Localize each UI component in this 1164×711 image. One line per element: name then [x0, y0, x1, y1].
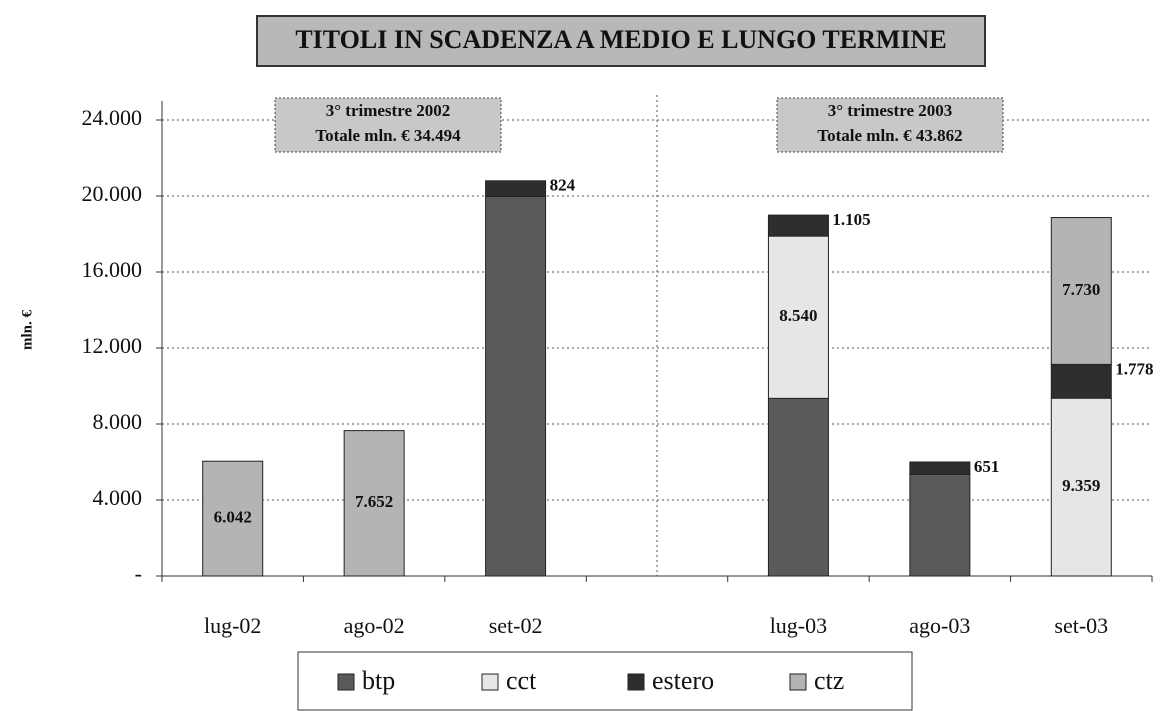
bar-segment	[767, 214, 829, 237]
annotation-text: 3° trimestre 2002	[326, 101, 451, 120]
title-box	[256, 15, 986, 67]
data-label: 7.730	[1062, 280, 1100, 299]
data-label: 9.359	[1062, 476, 1100, 495]
legend-label: ctz	[814, 666, 844, 695]
y-axis-label: mln. €	[19, 310, 35, 351]
data-label: 824	[550, 176, 576, 195]
x-tick-label: ago-02	[344, 613, 405, 638]
y-tick-label: 12.000	[82, 333, 143, 358]
y-tick-label: 24.000	[82, 105, 143, 130]
data-label: 6.042	[214, 508, 252, 527]
bar-segment	[1050, 397, 1112, 577]
y-tick-label: 8.000	[93, 409, 143, 434]
data-label: 8.540	[779, 306, 817, 325]
legend-label: btp	[362, 666, 395, 695]
annotation-box	[776, 97, 1004, 153]
bar-segment	[485, 195, 547, 577]
bar-segment	[485, 180, 547, 197]
data-label: 7.652	[355, 492, 393, 511]
legend-label: estero	[652, 666, 714, 695]
bar-segment	[202, 460, 264, 577]
legend-swatch	[789, 673, 807, 691]
y-tick-label: -	[135, 561, 142, 586]
bar-segment	[1050, 363, 1112, 399]
x-tick-label: set-02	[489, 613, 543, 638]
annotation-text: Totale mln. € 34.494	[315, 126, 461, 145]
data-label: 1.778	[1115, 359, 1153, 378]
y-tick-label: 4.000	[93, 485, 143, 510]
bar-segment	[1050, 217, 1112, 365]
data-label: 651	[974, 457, 1000, 476]
legend-label: cct	[506, 666, 537, 695]
x-tick-label: set-03	[1054, 613, 1108, 638]
annotation-box	[274, 97, 502, 153]
annotation-text: 3° trimestre 2003	[828, 101, 953, 120]
legend-box	[297, 651, 913, 711]
annotation-text: Totale mln. € 43.862	[817, 126, 962, 145]
x-tick-label: lug-03	[770, 613, 827, 638]
bar-segment	[767, 397, 829, 577]
bar-segment	[343, 430, 405, 577]
x-tick-label: ago-03	[909, 613, 970, 638]
data-label: 1.105	[832, 210, 870, 229]
chart-title: TITOLI IN SCADENZA A MEDIO E LUNGO TERMI…	[295, 25, 946, 54]
legend-swatch	[337, 673, 355, 691]
x-tick-label: lug-02	[204, 613, 261, 638]
bar-segment	[909, 461, 971, 475]
y-tick-label: 16.000	[82, 257, 143, 282]
bar-segment	[909, 473, 971, 577]
y-tick-label: 20.000	[82, 181, 143, 206]
legend-swatch	[627, 673, 645, 691]
legend-swatch	[481, 673, 499, 691]
